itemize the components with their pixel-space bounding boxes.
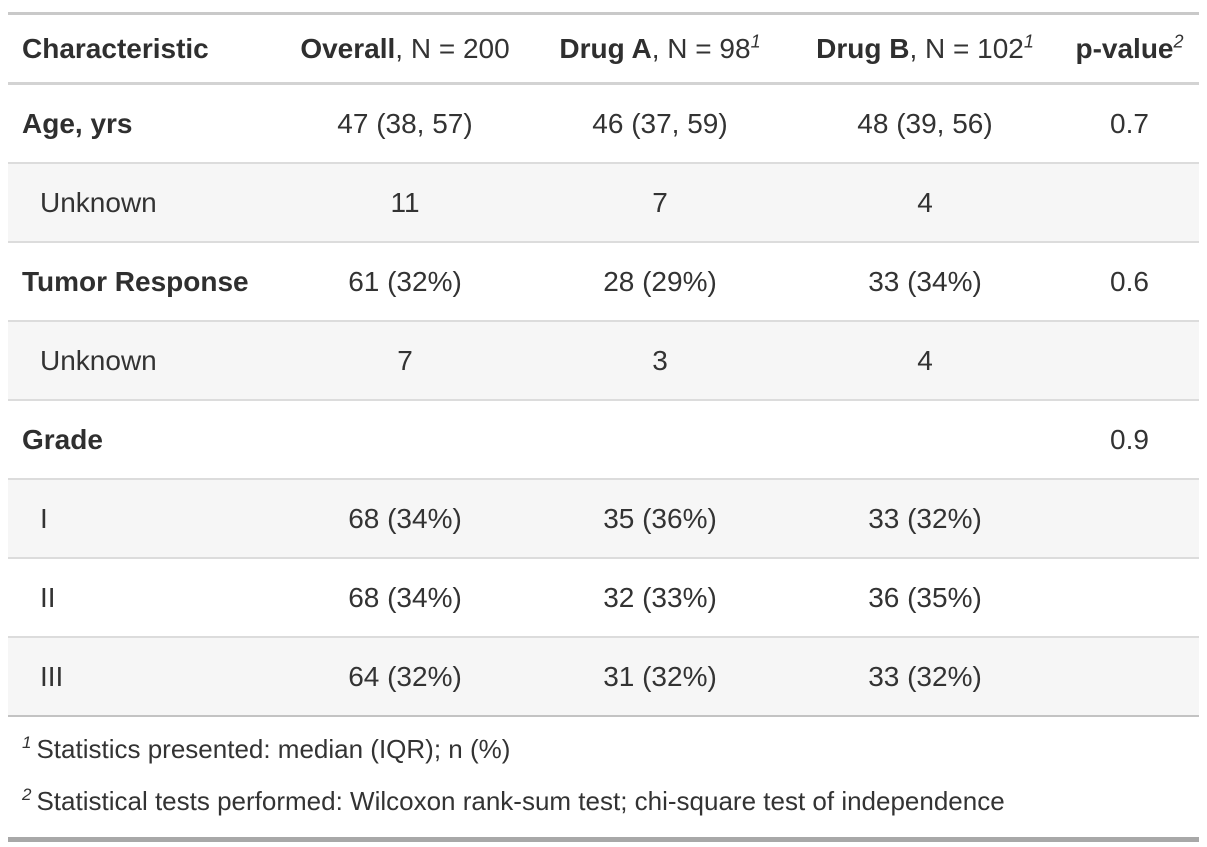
cell-p-value: 0.9 xyxy=(1110,424,1149,455)
cell-overall xyxy=(280,400,530,479)
cell-overall: 7 xyxy=(397,345,413,376)
cell-drug-a: 46 (37, 59) xyxy=(592,108,728,139)
summary-table: Characteristic Overall, N = 200 Drug A, … xyxy=(8,12,1199,842)
footnote-cell: 1 Statistics presented: median (IQR); n (… xyxy=(8,715,1199,840)
cell-drug-a xyxy=(530,400,790,479)
footnote-2-text: Statistical tests performed: Wilcoxon ra… xyxy=(36,786,1005,816)
cell-drug-a: 28 (29%) xyxy=(603,266,717,297)
footnote-marker-1: 1 xyxy=(1023,31,1034,52)
table-row-tumor-response: Tumor Response 61 (32%) 28 (29%) 33 (34%… xyxy=(8,242,1199,321)
table-row-grade: Grade 0.9 xyxy=(8,400,1199,479)
column-header-drug-b: Drug B, N = 1021 xyxy=(790,13,1060,85)
cell-drug-a: 3 xyxy=(652,345,668,376)
cell-drug-b: 33 (34%) xyxy=(868,266,982,297)
cell-p-value xyxy=(1060,637,1199,716)
header-row: Characteristic Overall, N = 200 Drug A, … xyxy=(8,13,1199,85)
cell-drug-b: 4 xyxy=(917,187,933,218)
cell-drug-a: 32 (33%) xyxy=(603,582,717,613)
header-p-value-label: p-value xyxy=(1075,33,1174,64)
footnote-marker-1: 1 xyxy=(750,31,761,52)
table-footnotes: 1 Statistics presented: median (IQR); n (… xyxy=(8,715,1199,840)
column-header-drug-a: Drug A, N = 981 xyxy=(530,13,790,85)
cell-overall: 11 xyxy=(390,187,420,218)
cell-p-value xyxy=(1060,558,1199,637)
row-label: I xyxy=(40,503,48,534)
table-row-age-unknown: Unknown 11 7 4 xyxy=(8,163,1199,242)
table-row-grade-3: III 64 (32%) 31 (32%) 33 (32%) xyxy=(8,637,1199,716)
row-label: Grade xyxy=(22,424,103,455)
cell-drug-b: 33 (32%) xyxy=(868,661,982,692)
footnote-2: 2 Statistical tests performed: Wilcoxon r… xyxy=(8,775,1199,827)
cell-drug-a: 7 xyxy=(652,187,668,218)
header-overall-label: Overall xyxy=(300,33,396,64)
cell-p-value xyxy=(1060,479,1199,558)
row-label: Unknown xyxy=(40,187,157,218)
table-row-grade-2: II 68 (34%) 32 (33%) 36 (35%) xyxy=(8,558,1199,637)
cell-drug-b: 48 (39, 56) xyxy=(857,108,993,139)
cell-overall: 64 (32%) xyxy=(348,661,462,692)
row-label: III xyxy=(40,661,64,692)
summary-table-container: Characteristic Overall, N = 200 Drug A, … xyxy=(8,12,1199,842)
cell-overall: 61 (32%) xyxy=(348,266,462,297)
footnote-1: 1 Statistics presented: median (IQR); n (… xyxy=(8,723,1199,775)
footnote-marker-2: 2 xyxy=(1173,31,1184,52)
row-label: II xyxy=(40,582,56,613)
cell-p-value: 0.7 xyxy=(1110,108,1149,139)
cell-drug-b: 4 xyxy=(917,345,933,376)
column-header-characteristic: Characteristic xyxy=(8,13,280,85)
row-label: Tumor Response xyxy=(22,266,249,297)
table-row-grade-1: I 68 (34%) 35 (36%) 33 (32%) xyxy=(8,479,1199,558)
row-label: Unknown xyxy=(40,345,157,376)
cell-drug-a: 35 (36%) xyxy=(603,503,717,534)
cell-p-value xyxy=(1060,163,1199,242)
footnote-1-text: Statistics presented: median (IQR); n (%… xyxy=(36,734,511,764)
cell-overall: 47 (38, 57) xyxy=(337,108,473,139)
table-row-tumor-unknown: Unknown 7 3 4 xyxy=(8,321,1199,400)
header-drug-a-label: Drug A xyxy=(559,33,652,64)
footnote-1-marker: 1 xyxy=(22,733,32,753)
cell-overall: 68 (34%) xyxy=(348,582,462,613)
cell-drug-a: 31 (32%) xyxy=(603,661,717,692)
column-header-p-value: p-value2 xyxy=(1060,13,1199,85)
cell-drug-b xyxy=(790,400,1060,479)
footnote-2-marker: 2 xyxy=(22,785,32,805)
cell-p-value xyxy=(1060,321,1199,400)
footnote-row: 1 Statistics presented: median (IQR); n (… xyxy=(8,715,1199,840)
cell-drug-b: 33 (32%) xyxy=(868,503,982,534)
column-header-overall: Overall, N = 200 xyxy=(280,13,530,85)
table-header: Characteristic Overall, N = 200 Drug A, … xyxy=(8,13,1199,85)
table-body: Age, yrs 47 (38, 57) 46 (37, 59) 48 (39,… xyxy=(8,84,1199,716)
header-drug-b-label: Drug B xyxy=(816,33,910,64)
row-label: Age, yrs xyxy=(22,108,133,139)
cell-drug-b: 36 (35%) xyxy=(868,582,982,613)
header-characteristic-label: Characteristic xyxy=(22,33,209,64)
table-row-age: Age, yrs 47 (38, 57) 46 (37, 59) 48 (39,… xyxy=(8,84,1199,164)
cell-p-value: 0.6 xyxy=(1110,266,1149,297)
cell-overall: 68 (34%) xyxy=(348,503,462,534)
